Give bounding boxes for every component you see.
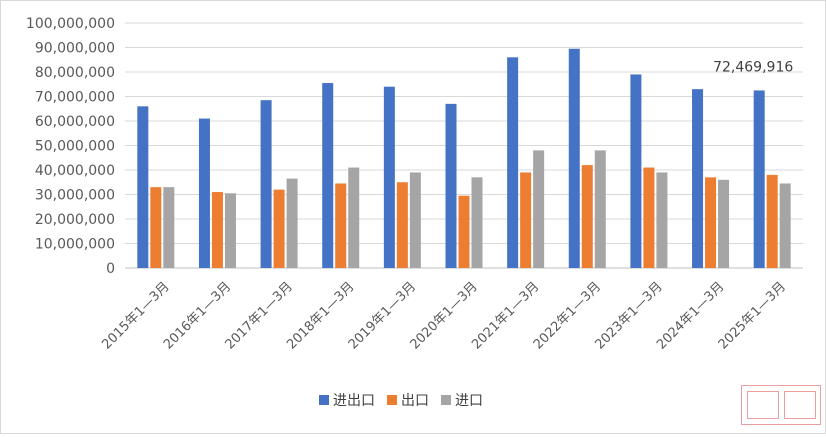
legend-swatch — [441, 395, 451, 405]
y-tick-label: 20,000,000 — [35, 212, 115, 228]
bar — [198, 118, 210, 268]
y-tick-label: 70,000,000 — [35, 90, 115, 106]
x-axis: 2015年1—3月2016年1—3月2017年1—3月2018年1—3月2019… — [99, 279, 789, 352]
bar — [458, 195, 470, 268]
bar — [779, 183, 791, 268]
data-labels: 72,469,916 — [713, 59, 793, 75]
bar — [396, 182, 408, 268]
legend-label: 进口 — [455, 393, 483, 409]
y-axis: 0 10,000,000 20,000,000 30,000,000 40,000,00… — [26, 16, 115, 277]
watermark-logo — [741, 385, 821, 425]
bar — [383, 86, 395, 268]
y-tick-label: 100,000,000 — [26, 16, 115, 32]
y-tick-label: 80,000,000 — [35, 65, 115, 81]
data-label: 72,469,916 — [713, 59, 793, 75]
bar — [335, 183, 347, 268]
bar — [630, 74, 642, 268]
bar — [692, 89, 704, 269]
bar — [445, 103, 457, 268]
bar — [766, 174, 778, 268]
bar — [507, 57, 519, 268]
legend: 进出口 出口 进口 — [319, 393, 483, 409]
y-tick-label: 90,000,000 — [35, 41, 115, 57]
bar — [224, 193, 236, 268]
legend-swatch — [319, 395, 329, 405]
bar — [211, 192, 223, 268]
bar — [753, 90, 765, 269]
watermark-glyph-right — [784, 391, 816, 419]
watermark-glyph-left — [747, 391, 779, 419]
gridlines — [125, 22, 803, 269]
bars — [137, 48, 791, 269]
bar — [150, 187, 162, 268]
bar — [643, 167, 655, 268]
bar — [137, 106, 149, 268]
y-tick-label: 50,000,000 — [35, 139, 115, 155]
legend-label: 出口 — [401, 393, 429, 409]
legend-label: 进出口 — [333, 393, 375, 409]
bar — [594, 150, 606, 268]
bar — [656, 172, 668, 268]
bar — [286, 178, 298, 268]
bar — [409, 172, 421, 268]
bar — [273, 189, 285, 268]
bar — [533, 150, 545, 268]
bar — [163, 187, 175, 268]
legend-swatch — [387, 395, 397, 405]
bar — [471, 177, 483, 268]
bar — [568, 48, 580, 268]
bar — [322, 83, 334, 269]
y-tick-label: 30,000,000 — [35, 188, 115, 204]
y-tick-label: 40,000,000 — [35, 163, 115, 179]
y-tick-label: 10,000,000 — [35, 237, 115, 253]
bar — [581, 165, 593, 268]
bar — [260, 100, 272, 268]
bar — [705, 177, 717, 268]
bar — [718, 179, 730, 268]
y-tick-label: 0 — [106, 261, 115, 277]
bar — [520, 172, 532, 268]
bar — [348, 167, 360, 268]
y-tick-label: 60,000,000 — [35, 114, 115, 130]
